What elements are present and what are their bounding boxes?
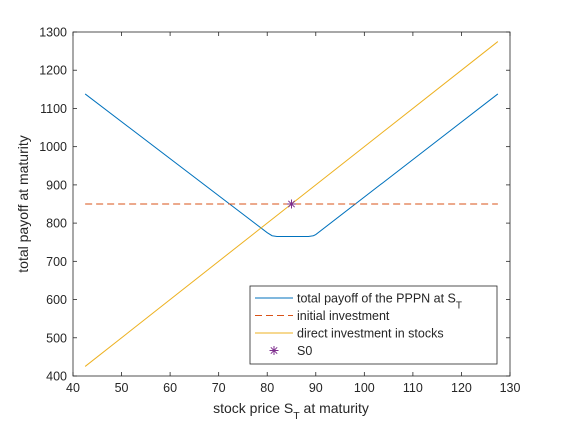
x-tick-label: 90 xyxy=(309,381,323,395)
legend-box xyxy=(249,285,498,365)
y-tick-label: 500 xyxy=(46,331,67,345)
legend-label: initial investment xyxy=(297,309,390,323)
y-axis-label: total payoff at maturity xyxy=(15,135,31,272)
axes-frame xyxy=(72,31,511,377)
x-tick-label: 50 xyxy=(115,381,129,395)
x-tick-label: 120 xyxy=(451,381,472,395)
legend-item-direct-investment-line: direct investment in stocks xyxy=(255,327,444,341)
x-tick-label: 110 xyxy=(403,381,423,395)
pppn-payoff-line xyxy=(84,93,499,237)
y-tick-label: 1200 xyxy=(39,64,67,78)
y-tick-label: 600 xyxy=(46,293,67,307)
legend-swatch xyxy=(269,346,279,355)
y-tick-label: 1100 xyxy=(40,102,67,116)
x-tick-label: 60 xyxy=(163,381,177,395)
legend-label: S0 xyxy=(297,344,312,358)
y-tick-label: 400 xyxy=(46,370,67,384)
x-tick-label: 70 xyxy=(212,381,226,395)
x-tick-label: 100 xyxy=(354,381,375,395)
y-axis: 400 500 600 700 800 900 1000 1100 1200 1300 xyxy=(39,26,510,384)
legend-item-s0-marker: S0 xyxy=(269,344,312,358)
x-tick-label: 40 xyxy=(66,381,80,395)
legend-item-initial-investment-line: initial investment xyxy=(255,309,390,323)
legend-label: direct investment in stocks xyxy=(297,327,444,341)
y-tick-label: 1000 xyxy=(39,140,67,154)
x-tick-label: 80 xyxy=(260,381,274,395)
s0-marker xyxy=(287,199,296,209)
x-axis: 40 50 60 70 80 90 100 110 120 130 xyxy=(66,32,520,395)
x-tick-label: 130 xyxy=(500,381,521,395)
plot-area xyxy=(72,31,511,377)
y-tick-label: 800 xyxy=(46,217,67,231)
y-tick-label: 900 xyxy=(46,178,67,192)
y-tick-label: 1300 xyxy=(39,26,67,40)
y-tick-label: 700 xyxy=(46,255,67,269)
